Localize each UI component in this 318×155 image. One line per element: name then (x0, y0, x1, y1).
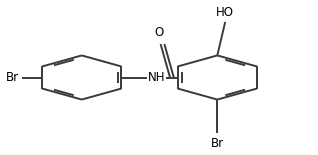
Text: NH: NH (148, 71, 165, 84)
Text: Br: Br (211, 137, 224, 150)
Text: HO: HO (216, 6, 234, 19)
Text: Br: Br (6, 71, 19, 84)
Text: O: O (154, 27, 164, 39)
